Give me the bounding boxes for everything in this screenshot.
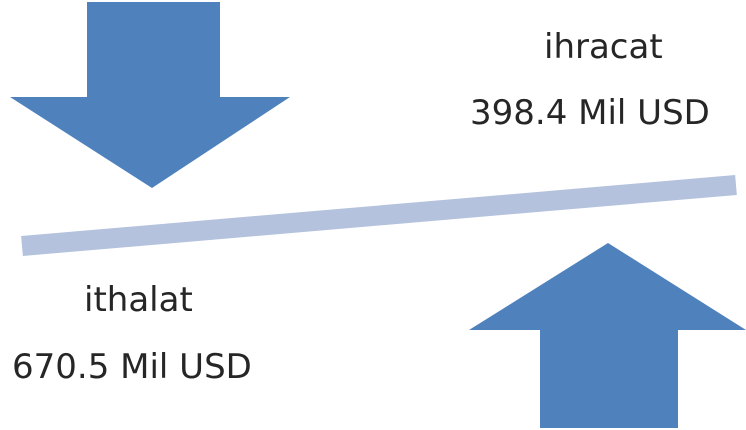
import-label: ithalat [84, 280, 193, 320]
arrow-down-icon [10, 2, 290, 188]
arrow-up-icon [469, 243, 746, 428]
import-value: 670.5 Mil USD [12, 347, 252, 387]
export-value: 398.4 Mil USD [470, 93, 710, 133]
export-label: ihracat [544, 27, 663, 67]
balance-bar [21, 175, 737, 256]
